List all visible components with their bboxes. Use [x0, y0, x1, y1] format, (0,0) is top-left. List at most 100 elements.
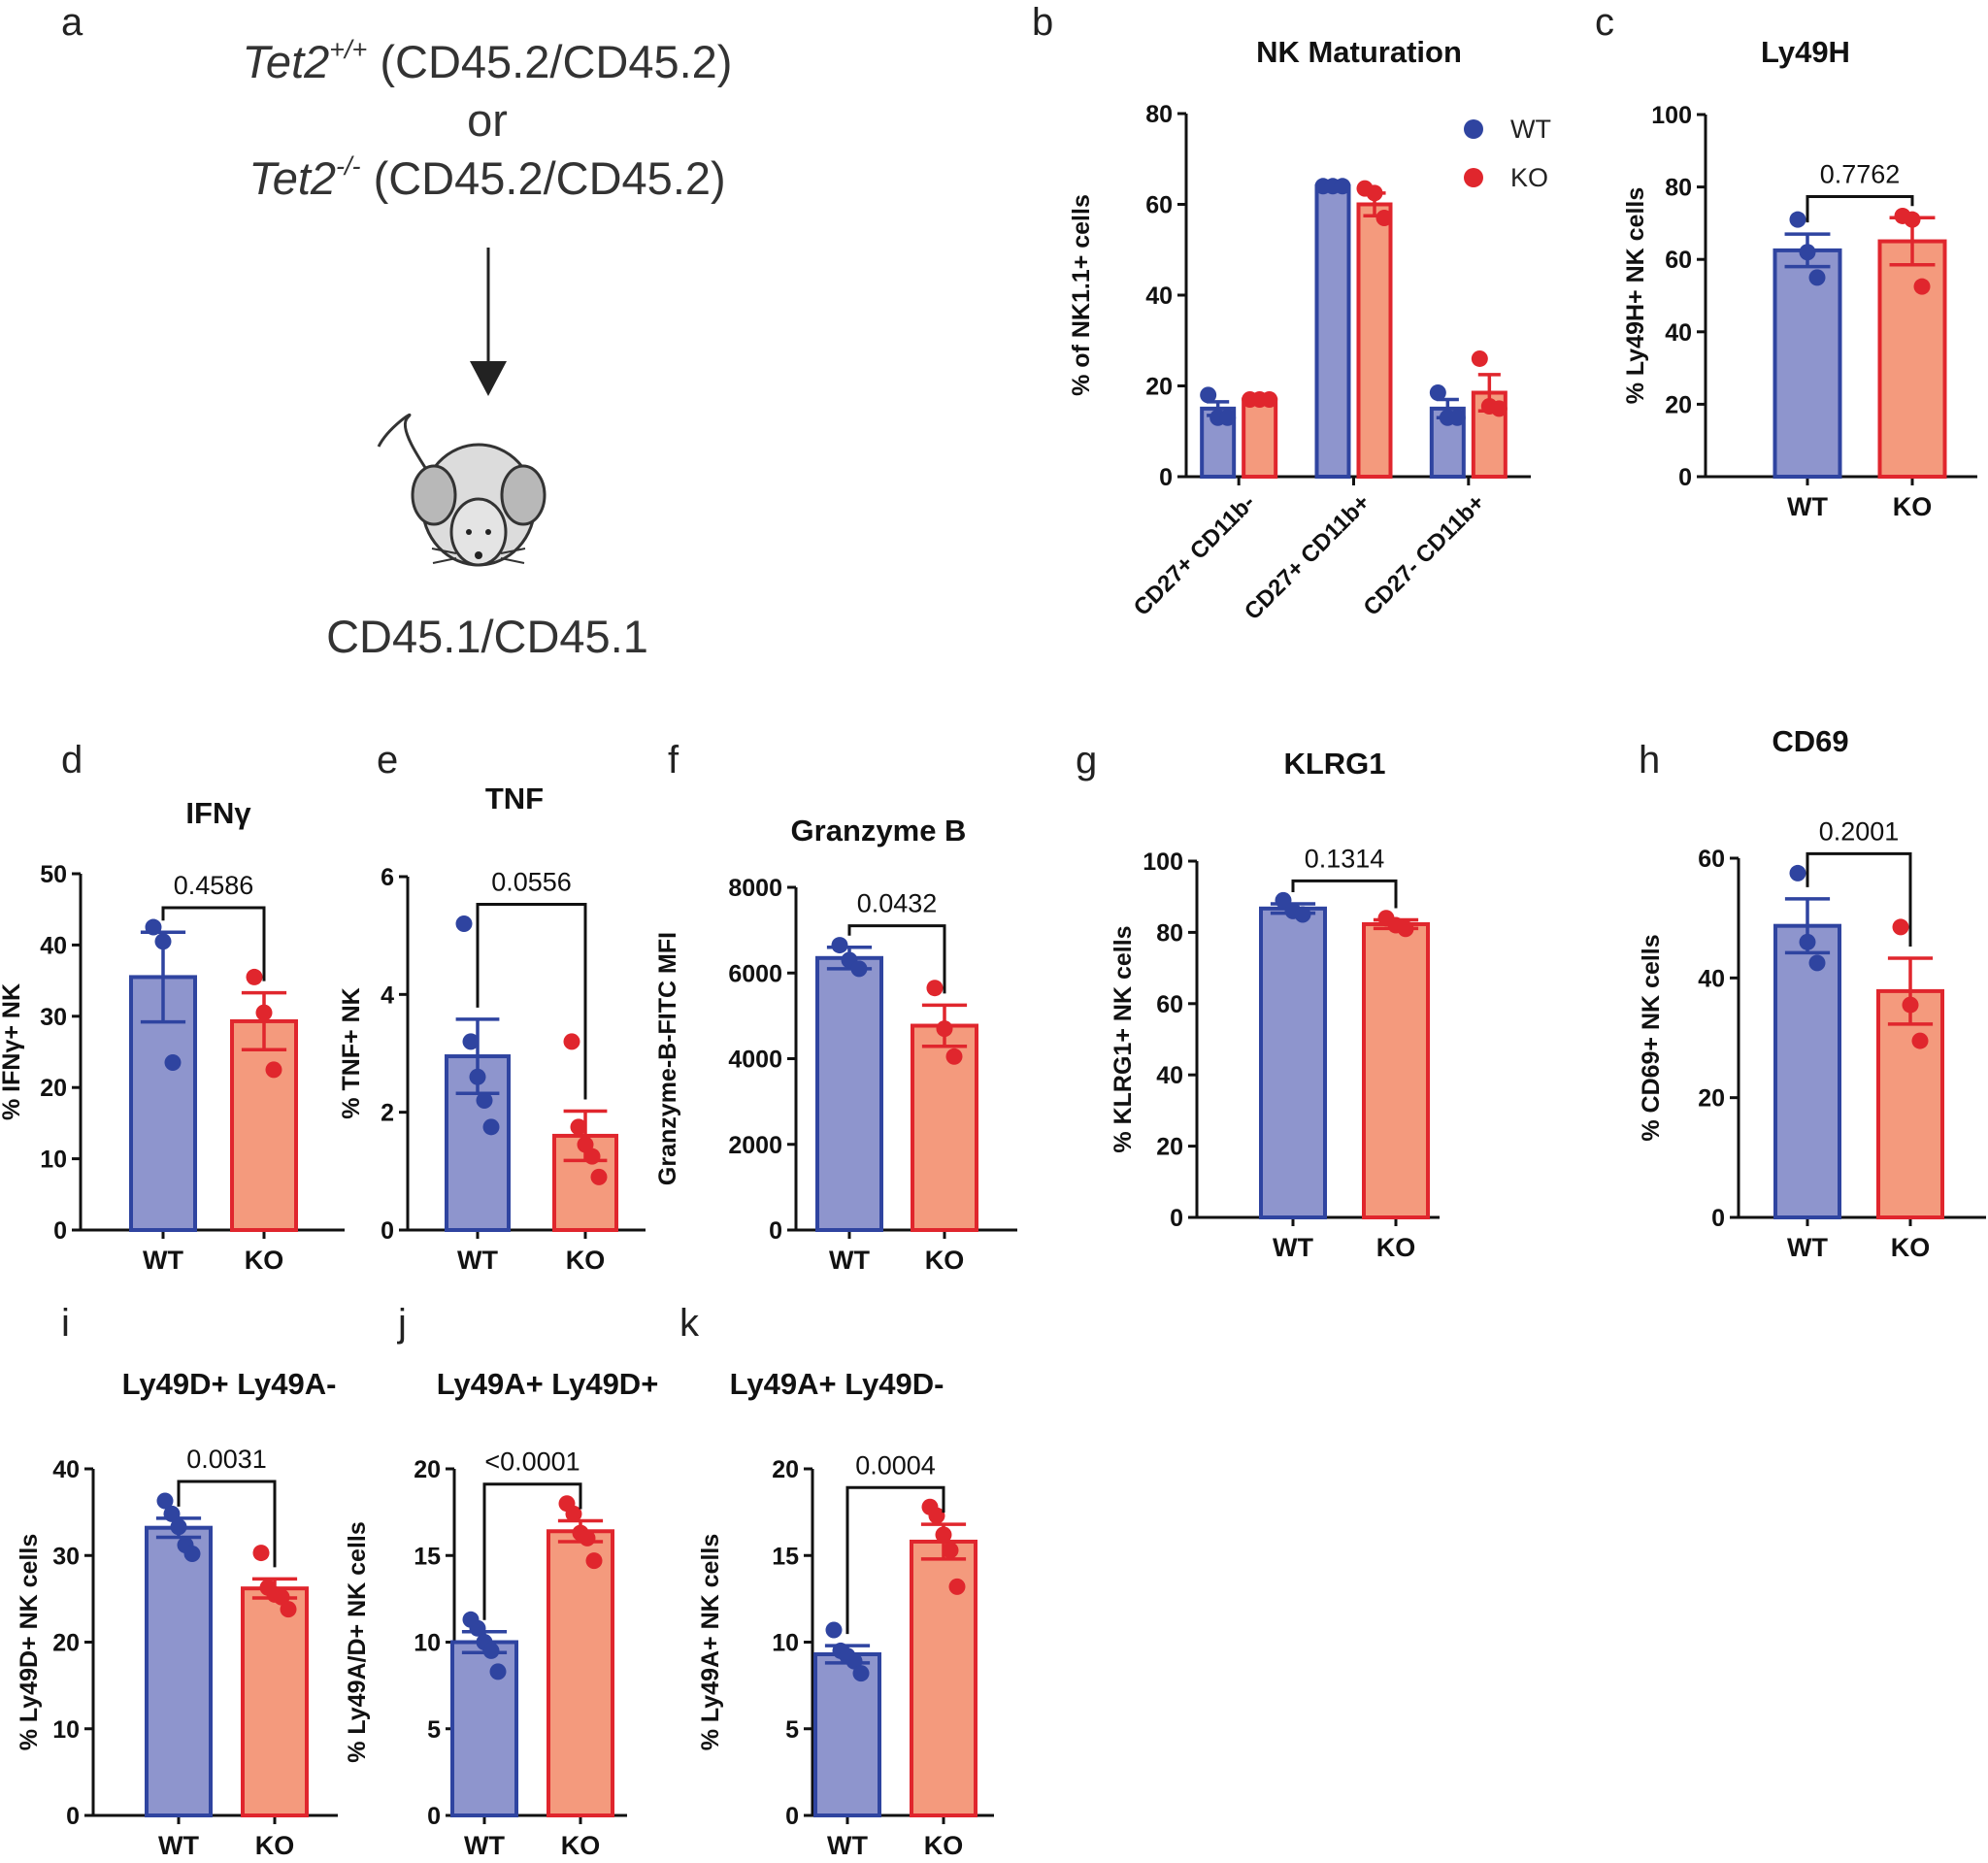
- y-tick-label: 20: [40, 1075, 67, 1102]
- x-category-label: KO: [255, 1831, 295, 1860]
- y-tick-label: 4: [381, 981, 394, 1009]
- x-category-label: WT: [143, 1246, 183, 1275]
- donor-ko-gene: Tet2: [248, 152, 336, 204]
- panel-g-chart: 0 20 40 60 80 100 % KLRG1+ NK cells g KLRG1 WT KO 0…: [1076, 739, 1440, 1262]
- y-tick-label: 60: [1665, 247, 1692, 274]
- y-tick-label: 6000: [728, 960, 782, 987]
- chart-title: CD69: [1772, 724, 1848, 758]
- y-tick-label: 100: [1143, 848, 1183, 876]
- y-tick-label: 0: [381, 1217, 394, 1245]
- y-tick-label: 6: [381, 864, 394, 891]
- y-tick-label: 60: [1156, 991, 1183, 1018]
- x-category-label: WT: [1787, 1233, 1828, 1262]
- y-tick-label: 0: [53, 1217, 67, 1245]
- bar-ko: [241, 1586, 309, 1818]
- chart-title: Ly49D+ Ly49A-: [122, 1367, 337, 1401]
- y-tick-label: 5: [427, 1716, 441, 1744]
- panel-b-chart: 0 20 40 60 80 % of NK1.1+ cells b NK Maturation…: [1032, 1, 1551, 625]
- point-wt: [1275, 891, 1292, 909]
- p-value-label: 0.0432: [857, 889, 938, 918]
- down-arrow-icon: [470, 248, 507, 396]
- point-ko: [265, 1061, 282, 1079]
- y-tick-label: 15: [772, 1543, 799, 1570]
- y-tick-label: 100: [1651, 102, 1692, 129]
- donor-wt-label: Tet2+/+ (CD45.2/CD45.2): [243, 35, 733, 87]
- panel-letter: c: [1595, 1, 1614, 44]
- point-ko: [565, 1505, 582, 1522]
- point-wt: [1219, 409, 1237, 426]
- y-tick-label: 20: [772, 1456, 799, 1483]
- bar-ko: [1877, 239, 1947, 479]
- legend-marker: [1464, 119, 1483, 139]
- y-tick-label: 5: [785, 1716, 799, 1744]
- panel-a-schematic: a Tet2+/+ (CD45.2/CD45.2) or Tet2-/- (CD…: [61, 1, 732, 662]
- point-wt: [469, 1619, 486, 1637]
- y-tick-label: 20: [1698, 1085, 1725, 1113]
- point-ko: [942, 1542, 959, 1559]
- x-category-label: KO: [924, 1831, 964, 1860]
- panel-c-chart: 0 20 40 60 80 100 % Ly49H+ NK cells c Ly49H WT KO 0…: [1595, 1, 1977, 521]
- panel-letter: e: [377, 739, 398, 782]
- y-tick-label: 40: [1665, 319, 1692, 347]
- panel-letter: j: [397, 1302, 407, 1345]
- y-tick-label: 0: [785, 1803, 799, 1830]
- point-ko: [1911, 1032, 1929, 1049]
- point-wt: [163, 1505, 181, 1522]
- chart-title: KLRG1: [1283, 747, 1385, 781]
- point-ko: [1375, 210, 1393, 227]
- point-wt: [1789, 211, 1806, 228]
- chart-title: NK Maturation: [1256, 35, 1462, 69]
- point-ko: [1490, 400, 1508, 417]
- donor-ko-label: Tet2-/- (CD45.2/CD45.2): [248, 151, 725, 204]
- p-value-label: 0.7762: [1820, 159, 1901, 188]
- legend-label: KO: [1510, 163, 1548, 192]
- point-ko: [570, 1118, 587, 1136]
- y-tick-label: 0: [1170, 1205, 1183, 1232]
- y-tick-label: 0: [1678, 464, 1692, 491]
- bar-wt: [1773, 248, 1842, 479]
- bar-ko: [1242, 397, 1278, 479]
- y-tick-label: 80: [1665, 175, 1692, 202]
- point-wt: [170, 1518, 187, 1536]
- x-category-label: WT: [464, 1831, 505, 1860]
- y-tick-label: 10: [40, 1147, 67, 1174]
- significance-bracket: [161, 906, 266, 981]
- significance-bracket: [1806, 194, 1914, 223]
- bar-ko: [911, 1023, 978, 1233]
- point-ko: [246, 968, 263, 985]
- point-ko: [1902, 996, 1919, 1014]
- p-value-label: 0.0031: [186, 1445, 267, 1474]
- x-category-label: KO: [566, 1246, 606, 1275]
- y-axis-label: % of NK1.1+ cells: [1068, 194, 1095, 396]
- point-ko: [935, 1526, 952, 1544]
- point-wt: [455, 915, 473, 933]
- x-category-label: WT: [1787, 492, 1828, 521]
- point-ko: [928, 1507, 945, 1524]
- y-axis-label: % IFNγ+ NK: [0, 983, 25, 1120]
- bar-ko: [910, 1539, 977, 1817]
- y-tick-label: 20: [1156, 1134, 1183, 1161]
- donor-ko-genotype: -/-: [336, 151, 360, 181]
- point-ko: [1397, 920, 1414, 938]
- point-wt: [1799, 933, 1816, 950]
- y-tick-label: 10: [52, 1716, 80, 1744]
- point-wt: [482, 1642, 500, 1659]
- panel-d-chart: 0 10 20 30 40 50 % IFNγ+ NK d IFNγ WT KO 0.4586: [0, 739, 345, 1275]
- x-category-label: CD27+ CD11b-: [1129, 489, 1261, 621]
- point-wt: [476, 1092, 493, 1110]
- y-tick-label: 0: [1711, 1205, 1725, 1232]
- legend-label: WT: [1510, 115, 1551, 144]
- bar-wt: [1259, 906, 1327, 1219]
- recipient-label: CD45.1/CD45.1: [326, 611, 648, 662]
- x-category-label: WT: [1273, 1233, 1313, 1262]
- significance-bracket: [476, 903, 587, 1100]
- panel-letter: h: [1639, 739, 1660, 782]
- point-ko: [1261, 391, 1278, 409]
- x-category-label: KO: [1376, 1233, 1416, 1262]
- point-wt: [164, 1054, 182, 1072]
- point-wt: [831, 937, 848, 954]
- y-tick-label: 40: [1145, 283, 1173, 310]
- y-tick-label: 30: [40, 1004, 67, 1031]
- bar-wt: [450, 1640, 518, 1817]
